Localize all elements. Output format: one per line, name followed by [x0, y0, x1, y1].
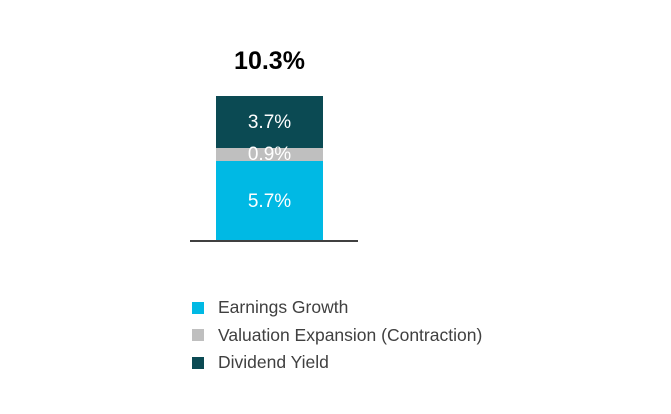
stacked-bar: 3.7% 0.9% 5.7% — [216, 96, 323, 242]
segment-valuation-expansion: 0.9% — [216, 144, 323, 165]
legend-item-dividend-yield: Dividend Yield — [192, 349, 482, 377]
segment-label-dividend-yield: 3.7% — [247, 111, 292, 133]
legend-item-earnings-growth: Earnings Growth — [192, 294, 482, 322]
legend: Earnings Growth Valuation Expansion (Con… — [192, 294, 482, 377]
segment-label-valuation-expansion: 0.9% — [247, 144, 292, 165]
legend-swatch-valuation-expansion — [192, 329, 204, 342]
legend-swatch-earnings-growth — [192, 301, 204, 314]
legend-label-earnings-growth: Earnings Growth — [218, 297, 349, 317]
segment-dividend-yield: 3.7% — [216, 96, 323, 149]
legend-item-valuation-expansion: Valuation Expansion (Contraction) — [192, 322, 482, 350]
total-value-label: 10.3% — [234, 47, 305, 75]
segment-earnings-growth: 5.7% — [216, 160, 323, 242]
legend-label-dividend-yield: Dividend Yield — [218, 352, 329, 372]
x-axis-line — [190, 240, 358, 242]
segment-label-earnings-growth: 5.7% — [247, 190, 292, 212]
legend-label-valuation-expansion: Valuation Expansion (Contraction) — [218, 324, 483, 345]
legend-swatch-dividend-yield — [192, 356, 204, 369]
